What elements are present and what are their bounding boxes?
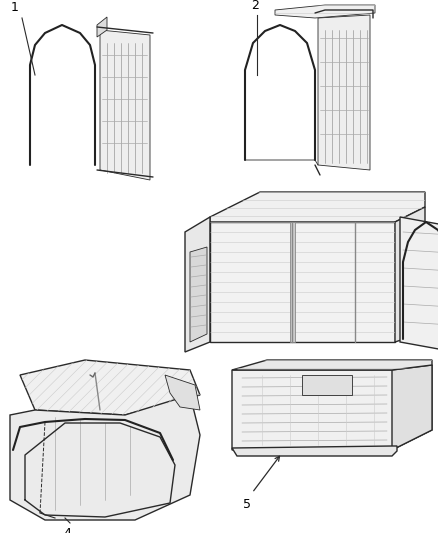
- Polygon shape: [20, 360, 200, 415]
- Polygon shape: [185, 217, 210, 352]
- Polygon shape: [392, 365, 432, 450]
- Polygon shape: [400, 217, 438, 352]
- Polygon shape: [290, 222, 295, 342]
- Text: 4: 4: [63, 527, 71, 533]
- Polygon shape: [100, 30, 150, 180]
- Polygon shape: [395, 207, 425, 342]
- Polygon shape: [232, 446, 397, 456]
- Polygon shape: [232, 365, 432, 450]
- Polygon shape: [275, 5, 375, 18]
- Text: 5: 5: [243, 498, 251, 511]
- Polygon shape: [190, 247, 207, 342]
- Polygon shape: [210, 222, 395, 342]
- Polygon shape: [232, 360, 432, 370]
- Text: 2: 2: [251, 0, 259, 12]
- Text: 1: 1: [11, 1, 19, 14]
- Polygon shape: [302, 375, 352, 395]
- Polygon shape: [97, 17, 107, 37]
- Polygon shape: [165, 375, 200, 410]
- Polygon shape: [318, 15, 370, 170]
- Polygon shape: [10, 395, 200, 520]
- Polygon shape: [210, 192, 425, 222]
